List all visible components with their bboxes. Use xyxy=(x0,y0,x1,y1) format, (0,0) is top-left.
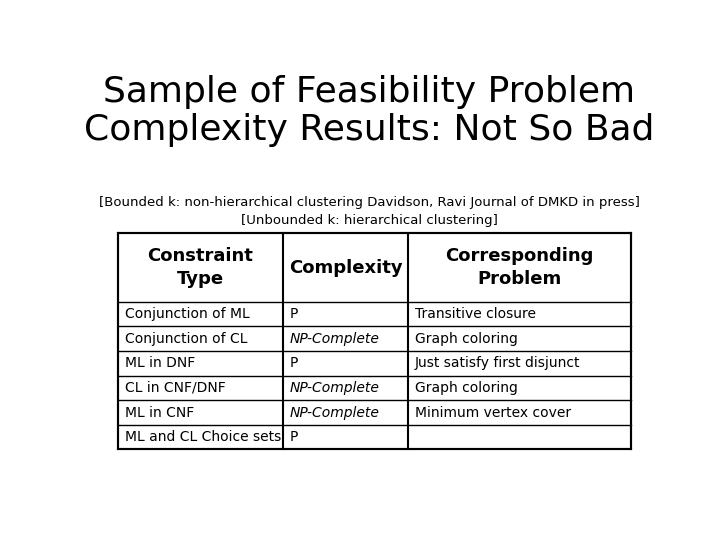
Text: P: P xyxy=(290,307,298,321)
Text: NP-Complete: NP-Complete xyxy=(290,381,379,395)
Text: Graph coloring: Graph coloring xyxy=(415,332,518,346)
Text: Corresponding
Problem: Corresponding Problem xyxy=(446,247,594,288)
Text: P: P xyxy=(290,356,298,370)
Text: Minimum vertex cover: Minimum vertex cover xyxy=(415,406,571,420)
Text: NP-Complete: NP-Complete xyxy=(290,406,379,420)
Text: Conjunction of CL: Conjunction of CL xyxy=(125,332,247,346)
Text: Just satisfy first disjunct: Just satisfy first disjunct xyxy=(415,356,580,370)
Text: ML and CL Choice sets: ML and CL Choice sets xyxy=(125,430,281,444)
Text: ML in DNF: ML in DNF xyxy=(125,356,195,370)
Text: [Bounded k: non-hierarchical clustering Davidson, Ravi Journal of DMKD in press]: [Bounded k: non-hierarchical clustering … xyxy=(99,196,639,227)
Text: Constraint
Type: Constraint Type xyxy=(148,247,253,288)
Text: ML in CNF: ML in CNF xyxy=(125,406,194,420)
Text: NP-Complete: NP-Complete xyxy=(290,332,379,346)
Text: Transitive closure: Transitive closure xyxy=(415,307,536,321)
Bar xyxy=(118,233,631,449)
Text: CL in CNF/DNF: CL in CNF/DNF xyxy=(125,381,225,395)
Text: Sample of Feasibility Problem
Complexity Results: Not So Bad: Sample of Feasibility Problem Complexity… xyxy=(84,75,654,147)
Text: P: P xyxy=(290,430,298,444)
Text: Conjunction of ML: Conjunction of ML xyxy=(125,307,249,321)
Text: Complexity: Complexity xyxy=(289,259,402,276)
Text: Graph coloring: Graph coloring xyxy=(415,381,518,395)
